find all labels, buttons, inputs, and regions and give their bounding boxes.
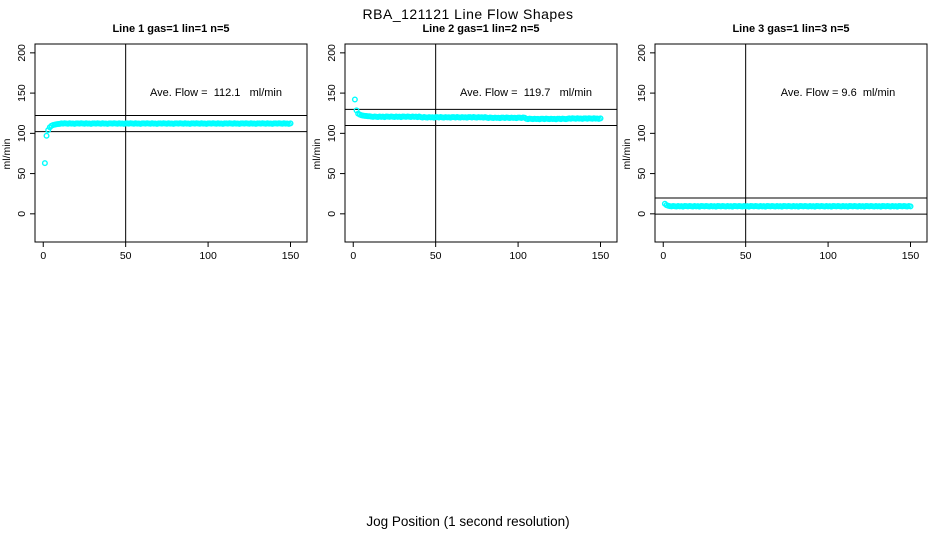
x-axis-tick-label: 0	[660, 250, 666, 262]
data-point	[287, 120, 294, 127]
x-axis-tick-label: 50	[430, 250, 442, 262]
plot2-ave-flow-annotation: Ave. Flow = 119.7 ml/min	[460, 87, 592, 99]
y-axis-title: ml/min	[1, 138, 13, 169]
y-axis-tick-label: 200	[636, 44, 648, 62]
figure-title: RBA_121121 Line Flow Shapes	[362, 6, 574, 22]
plot3-title: Line 3 gas=1 lin=3 n=5	[732, 23, 850, 35]
data-point	[41, 160, 48, 167]
plot1-ave-flow-annotation: Ave. Flow = 112.1 ml/min	[150, 87, 282, 99]
plot3-canvas: 0 50 100 150 0 50 100 150 200 ml/min	[621, 43, 928, 262]
plot1-canvas: 0 50 100 150 0 50 100 150 200 ml/min	[1, 43, 308, 262]
plot2-title: Line 2 gas=1 lin=2 n=5	[422, 23, 540, 35]
data-point	[351, 96, 358, 103]
y-axis-tick-label: 200	[326, 44, 338, 62]
y-axis-tick-label: 150	[16, 84, 28, 102]
x-axis-tick-label: 50	[740, 250, 752, 262]
plot-box	[344, 43, 618, 243]
y-axis-tick-label: 150	[636, 84, 648, 102]
x-axis-tick-label: 100	[199, 250, 217, 262]
plot1-title: Line 1 gas=1 lin=1 n=5	[112, 23, 230, 35]
x-axis-tick-label: 0	[40, 250, 46, 262]
y-axis-tick-label: 50	[16, 168, 28, 180]
y-axis-tick-label: 0	[16, 211, 28, 217]
plot2-canvas: 0 50 100 150 0 50 100 150 200 ml/min	[311, 43, 618, 262]
y-axis-tick-label: 150	[326, 84, 338, 102]
y-axis-tick-label: 50	[326, 168, 338, 180]
x-axis-tick-label: 150	[282, 250, 300, 262]
y-axis-tick-label: 50	[636, 168, 648, 180]
plot-box	[654, 43, 928, 243]
data-point	[907, 203, 914, 210]
y-axis-tick-label: 200	[16, 44, 28, 62]
x-axis-tick-label: 50	[120, 250, 132, 262]
x-axis-tick-label: 150	[592, 250, 610, 262]
y-axis-title: ml/min	[311, 138, 323, 169]
data-point	[43, 132, 50, 139]
y-axis-title: ml/min	[621, 138, 633, 169]
x-axis-tick-label: 100	[819, 250, 837, 262]
x-axis-label: Jog Position (1 second resolution)	[366, 514, 570, 529]
x-axis-tick-label: 0	[350, 250, 356, 262]
data-point	[597, 115, 604, 122]
x-axis-tick-label: 150	[902, 250, 920, 262]
y-axis-tick-label: 100	[326, 124, 338, 142]
y-axis-tick-label: 0	[636, 211, 648, 217]
y-axis-tick-label: 0	[326, 211, 338, 217]
x-axis-tick-label: 100	[509, 250, 527, 262]
plot-box	[34, 43, 308, 243]
plot3-ave-flow-annotation: Ave. Flow = 9.6 ml/min	[780, 87, 896, 99]
y-axis-tick-label: 100	[16, 124, 28, 142]
y-axis-tick-label: 100	[636, 124, 648, 142]
